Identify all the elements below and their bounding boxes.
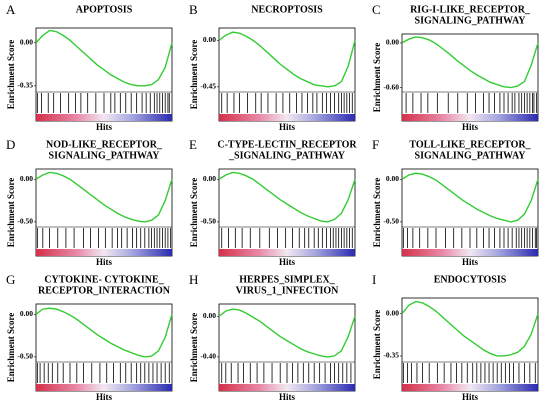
es-curve: [218, 171, 356, 223]
x-axis-label: Hits: [279, 122, 295, 132]
es-curve: [218, 308, 356, 358]
y-tick-label: -0.35: [17, 81, 33, 90]
y-tick-label: -0.45: [200, 82, 216, 91]
es-curve: [35, 29, 173, 87]
es-curve: [35, 307, 173, 358]
panel-letter: F: [372, 137, 379, 152]
y-tick-label: 0.00: [386, 38, 399, 47]
x-axis-label: Hits: [462, 257, 478, 267]
es-curve: [401, 36, 539, 89]
plot-frame: [218, 168, 356, 257]
panel-title: VIRUS_1_INFECTION: [236, 285, 340, 296]
panel-title: APOPTOSIS: [76, 4, 133, 15]
panel-letter: I: [372, 272, 376, 287]
rank-gradient: [36, 249, 172, 256]
panel-letter: D: [6, 137, 15, 152]
panel-title: CYTOKINE- CYTOKINE_: [44, 274, 164, 285]
y-tick-label: -0.60: [383, 82, 399, 91]
y-axis-label: Enrichment Score: [372, 43, 382, 113]
panel-title: SIGNALING_PATHWAY: [415, 150, 527, 161]
y-axis-label: Enrichment Score: [372, 310, 382, 380]
rank-gradient: [36, 384, 172, 391]
y-tick-label: -0.50: [17, 217, 33, 226]
panel-title: NECROPTOSIS: [251, 4, 323, 15]
x-axis-label: Hits: [96, 122, 112, 132]
x-axis-label: Hits: [462, 392, 478, 402]
y-axis-label: Enrichment Score: [189, 40, 199, 110]
y-tick-label: 0.00: [20, 309, 33, 318]
panel-title: C-TYPE-LECTIN_RECEPTOR: [217, 139, 357, 150]
x-axis-label: Hits: [96, 392, 112, 402]
panel-letter: B: [189, 2, 198, 17]
y-tick-label: 0.00: [386, 308, 399, 317]
panel-letter: C: [372, 2, 381, 17]
es-curve: [218, 31, 356, 88]
panel-title: SIGNALING_PATHWAY: [415, 15, 527, 26]
y-tick-label: 0.00: [386, 174, 399, 183]
panel-letter: A: [6, 2, 16, 17]
y-tick-label: 0.00: [20, 37, 33, 46]
rank-gradient: [36, 114, 172, 121]
rank-gradient: [402, 114, 538, 121]
y-tick-label: 0.00: [203, 174, 216, 183]
rank-gradient: [219, 384, 355, 391]
y-axis-label: Enrichment Score: [189, 178, 199, 248]
es-curve: [401, 172, 539, 223]
panel-letter: H: [189, 272, 198, 287]
panel-title: RECEPTOR_INTERACTION: [38, 285, 171, 296]
panel-title: NOD-LIKE_RECEPTOR_: [46, 139, 163, 150]
plot-frame: [35, 303, 173, 392]
x-axis-label: Hits: [462, 122, 478, 132]
panel-title: SIGNALING_PATHWAY: [49, 150, 161, 161]
y-tick-label: 0.00: [20, 174, 33, 183]
y-tick-label: -0.50: [17, 352, 33, 361]
rank-gradient: [219, 249, 355, 256]
x-axis-label: Hits: [96, 257, 112, 267]
x-axis-label: Hits: [279, 257, 295, 267]
y-axis-label: Enrichment Score: [189, 313, 199, 383]
plot-frame: [401, 33, 539, 122]
panel-title: TOLL-LIKE_RECEPTOR_: [409, 139, 531, 150]
y-tick-label: -0.35: [383, 351, 399, 360]
es-curve: [35, 171, 173, 223]
panel-title: ENDOCYTOSIS: [434, 274, 507, 285]
y-tick-label: -0.40: [200, 352, 216, 361]
panel-letter: G: [6, 272, 15, 287]
y-tick-label: -0.50: [383, 217, 399, 226]
rank-gradient: [402, 249, 538, 256]
panel-letter: E: [189, 137, 197, 152]
panel-title: _SIGNALING_PATHWAY: [228, 150, 346, 161]
rank-gradient: [402, 384, 538, 391]
es-curve: [401, 300, 539, 357]
y-axis-label: Enrichment Score: [6, 40, 16, 110]
x-axis-label: Hits: [279, 392, 295, 402]
y-axis-label: Enrichment Score: [6, 313, 16, 383]
y-axis-label: Enrichment Score: [372, 178, 382, 248]
y-tick-label: 0.00: [203, 311, 216, 320]
y-axis-label: Enrichment Score: [6, 178, 16, 248]
y-tick-label: -0.50: [200, 217, 216, 226]
panel-title: HERPES_SIMPLEX_: [239, 274, 336, 285]
y-tick-label: 0.00: [203, 35, 216, 44]
panel-title: RIG-I-LIKE_RECEPTOR_: [410, 4, 531, 15]
rank-gradient: [219, 114, 355, 121]
